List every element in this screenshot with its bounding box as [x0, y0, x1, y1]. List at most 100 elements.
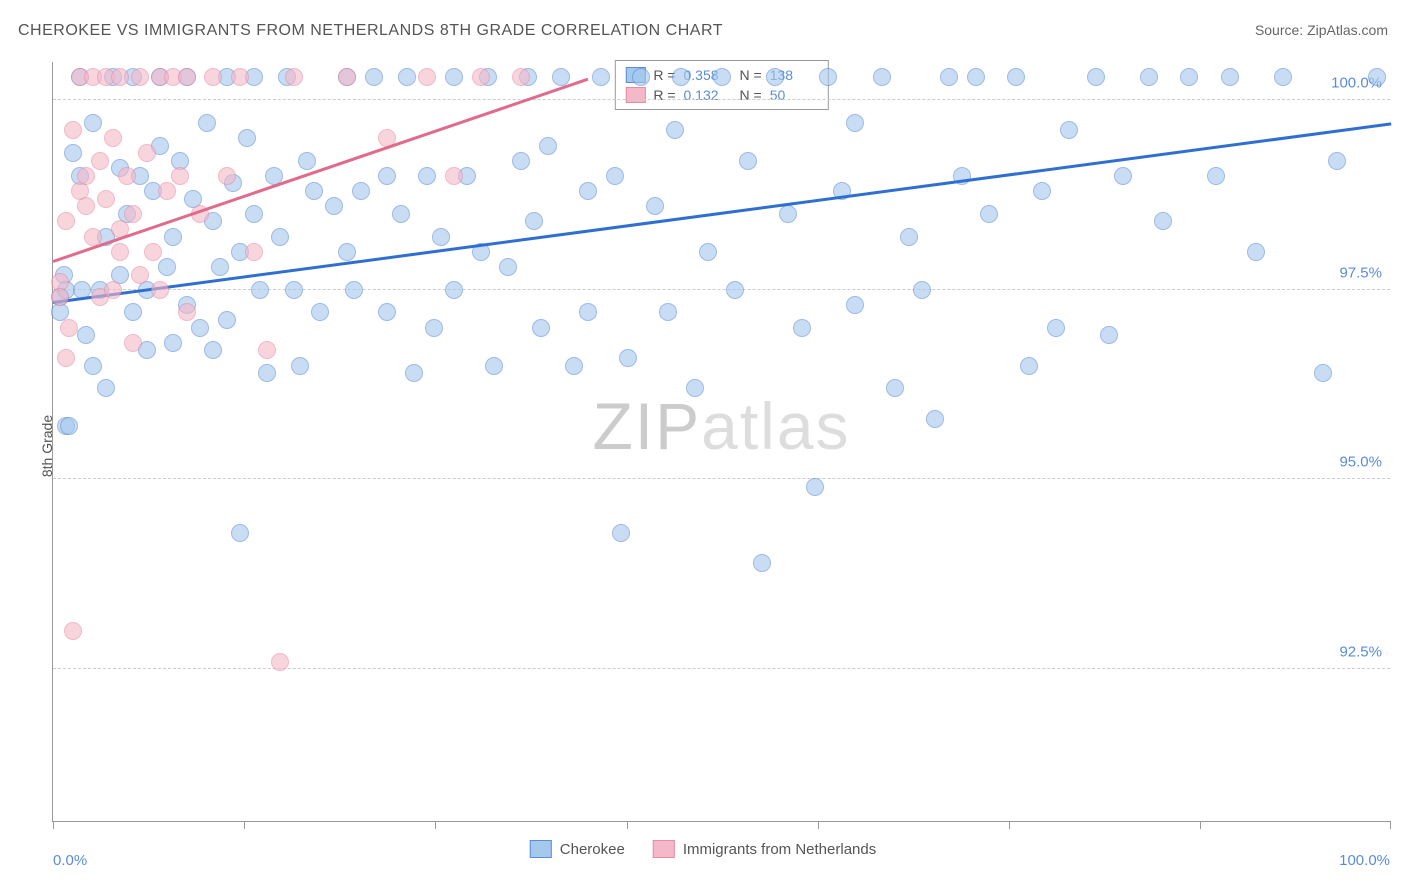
data-point	[104, 281, 122, 299]
xtick-label: 0.0%	[53, 852, 87, 869]
data-point	[124, 334, 142, 352]
watermark: ZIPatlas	[592, 388, 850, 464]
data-point	[291, 357, 309, 375]
data-point	[1274, 68, 1292, 86]
data-point	[646, 197, 664, 215]
data-point	[1047, 319, 1065, 337]
data-point	[793, 319, 811, 337]
legend-n-label: N =	[740, 67, 762, 83]
data-point	[111, 243, 129, 261]
data-point	[940, 68, 958, 86]
data-point	[51, 288, 69, 306]
legend-n-label: N =	[740, 87, 762, 103]
data-point	[405, 364, 423, 382]
legend-item: Immigrants from Netherlands	[653, 840, 876, 858]
data-point	[271, 228, 289, 246]
data-point	[77, 197, 95, 215]
legend-swatch	[653, 840, 675, 858]
data-point	[64, 144, 82, 162]
data-point	[846, 296, 864, 314]
data-point	[378, 167, 396, 185]
data-point	[472, 68, 490, 86]
data-point	[592, 68, 610, 86]
data-point	[512, 68, 530, 86]
data-point	[204, 68, 222, 86]
data-point	[1060, 121, 1078, 139]
data-point	[258, 341, 276, 359]
data-point	[485, 357, 503, 375]
data-point	[211, 258, 229, 276]
data-point	[124, 303, 142, 321]
data-point	[191, 319, 209, 337]
data-point	[60, 319, 78, 337]
data-point	[532, 319, 550, 337]
data-point	[60, 417, 78, 435]
data-point	[398, 68, 416, 86]
data-point	[218, 167, 236, 185]
data-point	[686, 379, 704, 397]
data-point	[1207, 167, 1225, 185]
data-point	[565, 357, 583, 375]
data-point	[158, 182, 176, 200]
gridline	[53, 668, 1390, 669]
data-point	[873, 68, 891, 86]
legend-label: Immigrants from Netherlands	[683, 841, 876, 858]
data-point	[158, 258, 176, 276]
data-point	[198, 114, 216, 132]
data-point	[886, 379, 904, 397]
data-point	[779, 205, 797, 223]
data-point	[726, 281, 744, 299]
data-point	[118, 167, 136, 185]
data-point	[124, 205, 142, 223]
data-point	[97, 379, 115, 397]
data-point	[1180, 68, 1198, 86]
data-point	[432, 228, 450, 246]
data-point	[204, 341, 222, 359]
data-point	[64, 121, 82, 139]
legend-swatch	[625, 87, 645, 103]
data-point	[1328, 152, 1346, 170]
xtick	[1009, 821, 1010, 829]
data-point	[392, 205, 410, 223]
data-point	[258, 364, 276, 382]
data-point	[131, 266, 149, 284]
gridline	[53, 99, 1390, 100]
data-point	[418, 68, 436, 86]
data-point	[579, 182, 597, 200]
data-point	[285, 68, 303, 86]
data-point	[418, 167, 436, 185]
data-point	[245, 205, 263, 223]
legend-r-label: R =	[653, 87, 675, 103]
data-point	[91, 152, 109, 170]
xtick	[818, 821, 819, 829]
data-point	[819, 68, 837, 86]
data-point	[218, 311, 236, 329]
data-point	[138, 144, 156, 162]
data-point	[659, 303, 677, 321]
data-point	[311, 303, 329, 321]
data-point	[445, 167, 463, 185]
chart-title: CHEROKEE VS IMMIGRANTS FROM NETHERLANDS …	[18, 22, 723, 40]
data-point	[178, 303, 196, 321]
data-point	[525, 212, 543, 230]
xtick	[53, 821, 54, 829]
data-point	[97, 190, 115, 208]
data-point	[425, 319, 443, 337]
legend-swatch	[530, 840, 552, 858]
legend-row: R =0.132N =50	[625, 85, 817, 105]
data-point	[84, 357, 102, 375]
data-point	[338, 68, 356, 86]
data-point	[612, 524, 630, 542]
data-point	[57, 349, 75, 367]
data-point	[766, 68, 784, 86]
legend-item: Cherokee	[530, 840, 625, 858]
data-point	[104, 129, 122, 147]
data-point	[445, 68, 463, 86]
data-point	[164, 228, 182, 246]
data-point	[171, 167, 189, 185]
data-point	[305, 182, 323, 200]
data-point	[1140, 68, 1158, 86]
data-point	[111, 68, 129, 86]
data-point	[539, 137, 557, 155]
data-point	[298, 152, 316, 170]
